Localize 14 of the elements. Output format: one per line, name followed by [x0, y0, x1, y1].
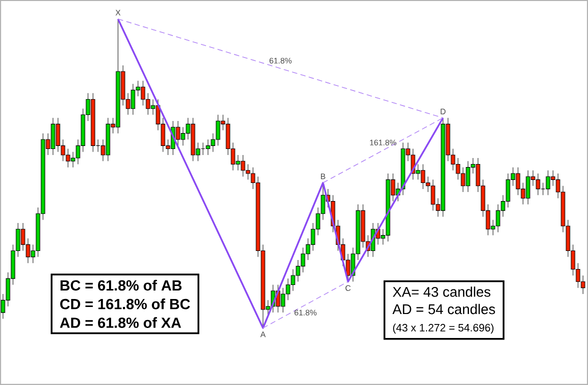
- annotation: 61.8%: [270, 58, 292, 64]
- annotation: (43 x 1.272 = 54.696): [393, 324, 494, 334]
- annotation: C: [346, 285, 351, 291]
- annotation: AD = 54 candles: [392, 304, 496, 314]
- text: X: [116, 10, 120, 16]
- annotation: CD = 161.8% of BC: [60, 298, 190, 310]
- annotation: D: [440, 108, 446, 114]
- annotation: XA= 43 candles: [392, 286, 490, 297]
- annotation: 61.8%: [294, 310, 317, 316]
- annotation: B: [320, 174, 326, 180]
- text: A: [260, 332, 266, 338]
- annotation: AD = 61.8% of XA: [60, 317, 182, 328]
- annotation: BC = 61.8% of AB: [60, 280, 182, 291]
- annotation: 161.8%: [370, 140, 396, 146]
